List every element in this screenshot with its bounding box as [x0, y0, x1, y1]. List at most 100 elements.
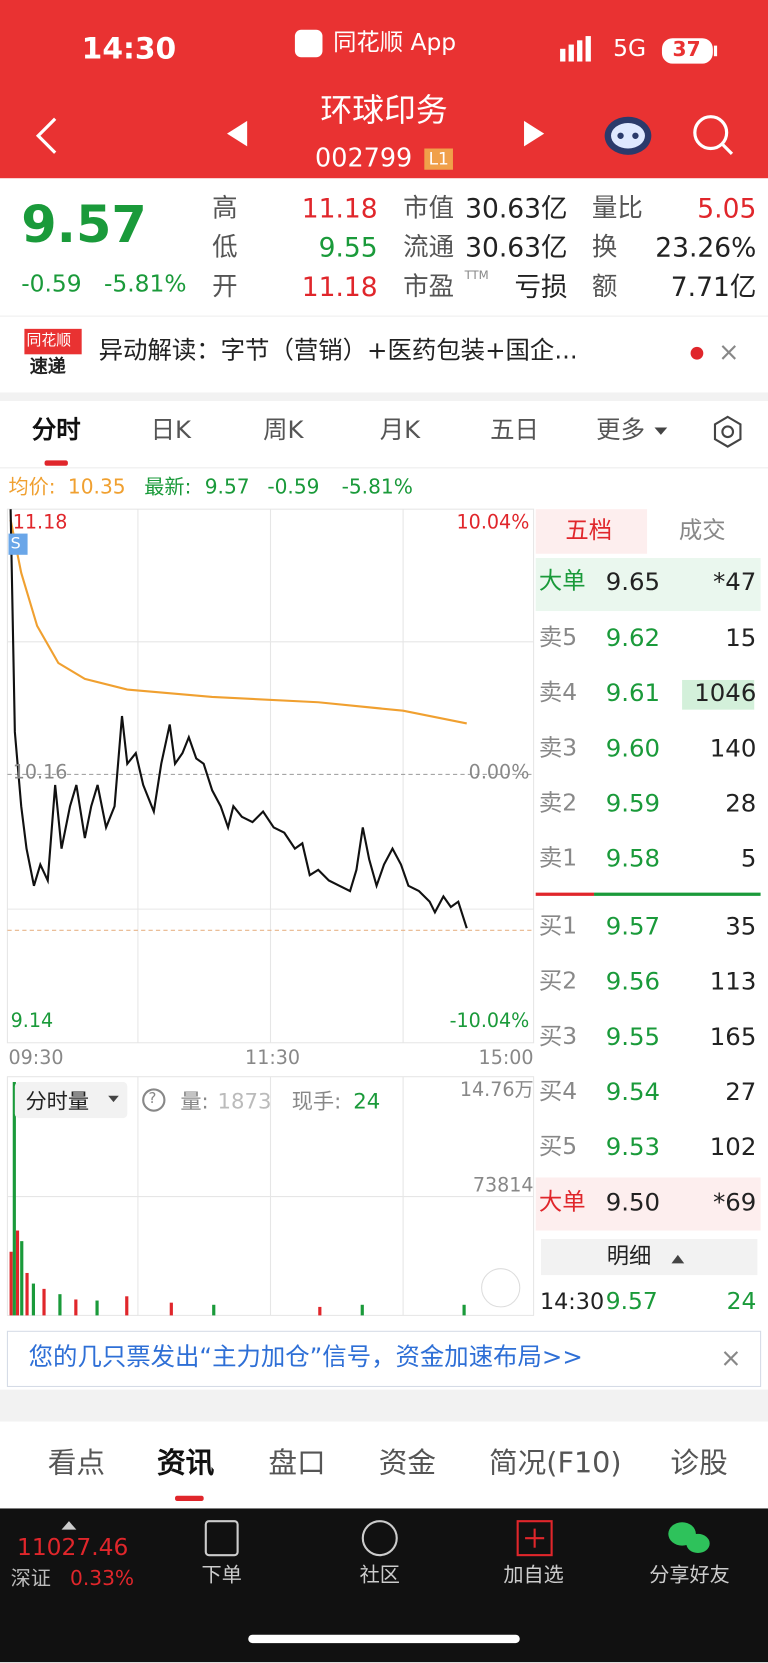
- vol-mid: 73814: [472, 1174, 534, 1197]
- book-label: 买2: [538, 968, 578, 996]
- latest-label: 最新:: [144, 475, 192, 499]
- book-price: 9.56: [605, 968, 661, 997]
- close-icon[interactable]: ×: [718, 337, 740, 368]
- time-label: 11:30: [245, 1047, 301, 1070]
- pe-sup: TTM: [464, 268, 489, 283]
- axis-low-pct: -10.04%: [449, 1009, 530, 1033]
- tab[interactable]: 周K: [263, 416, 304, 445]
- stat-label: 量比: [591, 193, 643, 223]
- book-label: 买1: [538, 913, 578, 940]
- book-price: 9.58: [605, 845, 661, 874]
- footer-action[interactable]: 分享好友: [649, 1563, 730, 1587]
- footer-action[interactable]: 社区: [359, 1563, 400, 1587]
- tab[interactable]: 日K: [150, 416, 192, 445]
- index-pct: 0.33%: [70, 1566, 135, 1591]
- app-name: 同花顺 App: [333, 29, 457, 57]
- stat-value: 9.55: [318, 232, 378, 264]
- stat-label: 流通: [403, 232, 455, 263]
- help-icon[interactable]: ?: [148, 1090, 157, 1108]
- book-volume: 140: [709, 735, 757, 763]
- axis-mid: 10.16: [12, 761, 68, 784]
- book-volume: 5: [740, 845, 757, 874]
- tab[interactable]: 五日: [490, 416, 539, 445]
- stat-label: 换: [591, 232, 618, 263]
- axis-high: 11.18: [12, 511, 68, 534]
- trade-time: 14:30: [539, 1288, 605, 1315]
- stat-label: 高: [212, 193, 238, 223]
- book-tab[interactable]: 五档: [565, 517, 613, 545]
- axis-high-pct: 10.04%: [456, 511, 530, 534]
- volume-selector[interactable]: 分时量: [25, 1088, 90, 1114]
- index-value: 11027.46: [16, 1534, 129, 1562]
- book-label: 买3: [538, 1023, 578, 1051]
- book-price: 9.60: [605, 735, 661, 763]
- stat-value: 亏损: [514, 271, 568, 303]
- close-icon[interactable]: ×: [720, 1342, 742, 1373]
- news-text[interactable]: 异动解读：字节（营销）+医药包装+国企...: [98, 337, 578, 365]
- bottom-tab[interactable]: 诊股: [670, 1446, 728, 1480]
- stock-title: 环球印务: [320, 92, 448, 130]
- tab[interactable]: 更多: [596, 416, 645, 445]
- vol-label: 量:: [180, 1088, 209, 1114]
- book-price: 9.59: [605, 790, 661, 818]
- book-volume: 28: [725, 790, 757, 818]
- status-time: 14:30: [81, 30, 177, 66]
- book-volume: 35: [725, 913, 757, 941]
- avg-value: 10.35: [67, 475, 126, 499]
- bottom-tab[interactable]: 盘口: [268, 1446, 326, 1480]
- stat-value: 23.26%: [655, 232, 757, 264]
- stat-value: 30.63亿: [465, 193, 568, 224]
- bottom-tab[interactable]: 看点: [47, 1446, 106, 1480]
- book-volume: 113: [709, 968, 757, 997]
- bottom-tab[interactable]: 简况(F10): [489, 1446, 622, 1480]
- stat-label: 市盈: [403, 271, 455, 302]
- time-label: 15:00: [478, 1047, 534, 1070]
- change-pct: -5.81%: [103, 271, 187, 299]
- tab[interactable]: 分时: [31, 416, 81, 445]
- news-logo: 同花顺: [26, 332, 72, 350]
- book-label: 大单: [538, 568, 586, 596]
- book-volume: 102: [709, 1133, 757, 1162]
- book-volume: 27: [725, 1078, 757, 1107]
- stat-value: 5.05: [697, 193, 757, 224]
- detail-label[interactable]: 明细: [606, 1243, 652, 1269]
- book-volume: 165: [709, 1023, 757, 1052]
- book-label: 卖1: [538, 845, 578, 872]
- axis-mid-pct: 0.00%: [468, 761, 530, 784]
- book-label: 卖2: [538, 790, 578, 817]
- network: 5G: [613, 36, 647, 63]
- banner-text[interactable]: 您的几只票发出“主力加仓”信号，资金加速布局>>: [28, 1344, 583, 1372]
- avg-label: 均价:: [8, 475, 56, 499]
- axis-low: 9.14: [10, 1009, 54, 1033]
- footer-action[interactable]: 下单: [201, 1563, 242, 1587]
- book-volume: 15: [725, 624, 757, 653]
- latest-change: -0.59: [267, 475, 320, 499]
- stat-value: 30.63亿: [465, 232, 568, 264]
- bottom-tab[interactable]: 资金: [378, 1446, 436, 1480]
- book-price: 9.65: [605, 568, 661, 597]
- vol-value: 1873: [217, 1088, 272, 1114]
- bottom-tab[interactable]: 资讯: [156, 1446, 215, 1480]
- book-tab[interactable]: 成交: [678, 517, 726, 545]
- tab[interactable]: 月K: [379, 416, 421, 445]
- book-label: 卖5: [538, 624, 578, 652]
- stat-label: 市值: [403, 193, 455, 223]
- book-volume: *47: [713, 568, 757, 597]
- book-label: 买4: [538, 1078, 578, 1106]
- marker: S: [10, 533, 21, 553]
- book-price: 9.53: [605, 1133, 661, 1162]
- trade-price: 9.57: [605, 1288, 658, 1316]
- book-price: 9.55: [605, 1023, 661, 1052]
- change: -0.59: [21, 271, 82, 299]
- book-price: 9.50: [605, 1189, 661, 1217]
- book-volume: *69: [713, 1189, 757, 1217]
- book-price: 9.61: [605, 679, 661, 708]
- stock-code: 002799: [315, 143, 413, 173]
- latest-value: 9.57: [204, 475, 250, 499]
- battery: 37: [672, 38, 701, 62]
- time-label: 09:30: [8, 1047, 64, 1070]
- stat-label: 开: [212, 271, 238, 302]
- footer-action[interactable]: 加自选: [503, 1563, 564, 1587]
